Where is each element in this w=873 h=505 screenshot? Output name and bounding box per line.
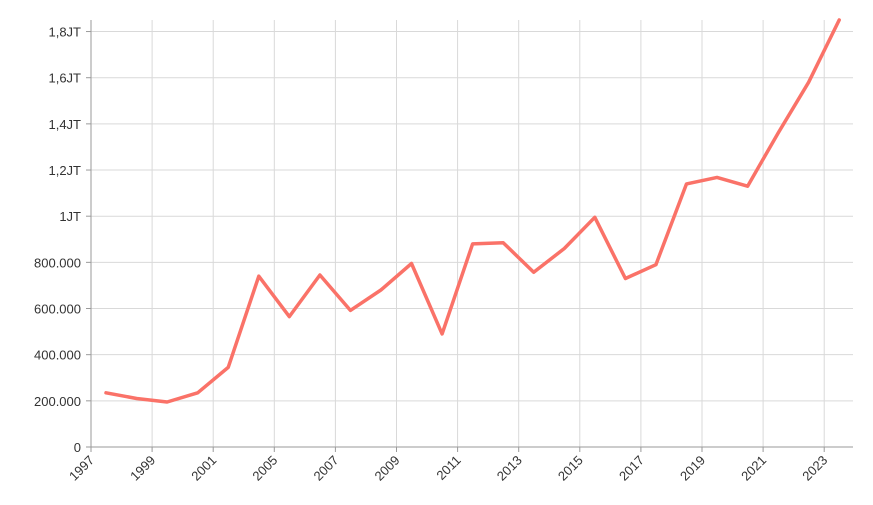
- y-tick-label: 0: [74, 440, 81, 455]
- x-tick-label: 2017: [616, 453, 647, 484]
- x-tick-label: 1997: [66, 453, 97, 484]
- x-tick-label: 2023: [799, 453, 830, 484]
- axes: [90, 20, 853, 448]
- y-tick-label: 400.000: [34, 348, 81, 363]
- y-tick-label: 1,4JT: [48, 117, 81, 132]
- x-tick-label: 2019: [677, 453, 708, 484]
- y-tick-label: 1,6JT: [48, 71, 81, 86]
- y-tick-label: 200.000: [34, 394, 81, 409]
- y-tick-label: 800.000: [34, 255, 81, 270]
- x-tick-label: 2005: [249, 453, 280, 484]
- y-tick-label: 600.000: [34, 302, 81, 317]
- x-tick-label: 2009: [372, 453, 403, 484]
- y-tick-label: 1,8JT: [48, 25, 81, 40]
- vertical-gridlines: [151, 20, 825, 447]
- x-tick-label: 2021: [738, 453, 769, 484]
- y-tick-label: 1JT: [59, 209, 81, 224]
- series-line: [104, 18, 841, 404]
- x-axis-tick-labels: 1997 1999 2001 2005 2007 2009 2011 2013 2015 2017…: [66, 447, 830, 484]
- x-tick-label: 1999: [127, 453, 158, 484]
- x-tick-label: 2001: [188, 453, 219, 484]
- y-tick-label: 1,2JT: [48, 163, 81, 178]
- series-group: [104, 18, 841, 404]
- x-tick-label: 2013: [494, 453, 525, 484]
- y-axis-tick-labels: 0 200.000 400.000 600.000 800.000 1JT 1,2JT 1,4…: [34, 25, 91, 455]
- horizontal-gridlines: [91, 31, 853, 402]
- x-tick-label: 2011: [433, 453, 463, 483]
- x-tick-label: 2007: [310, 453, 341, 484]
- x-tick-label: 2015: [555, 453, 586, 484]
